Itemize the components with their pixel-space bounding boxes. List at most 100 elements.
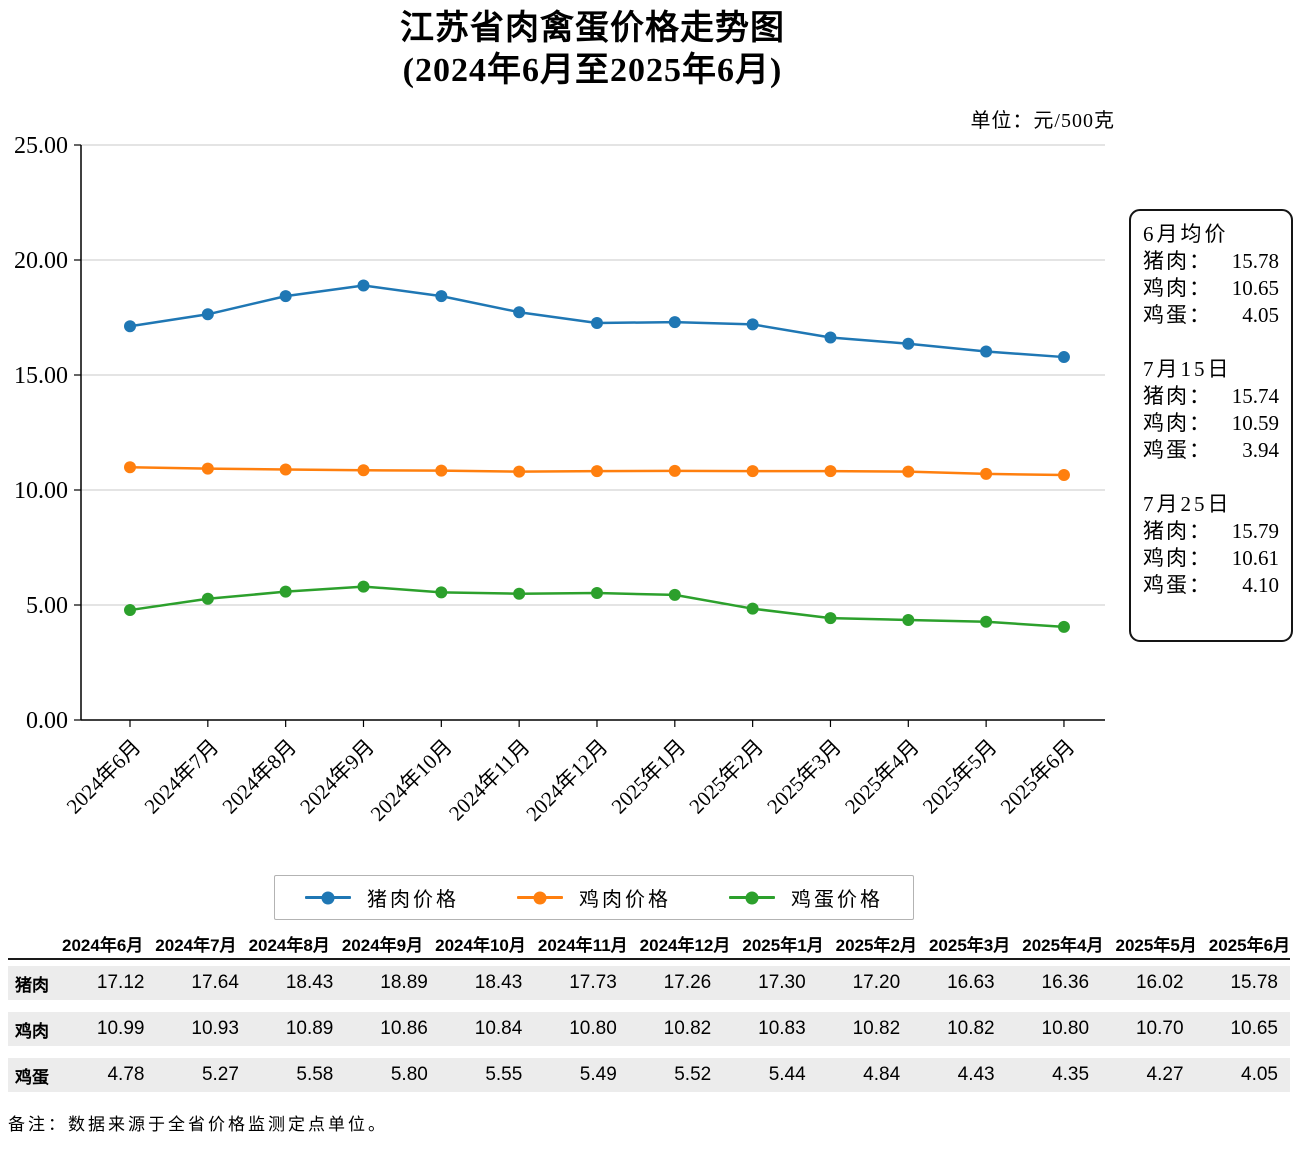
table-row: 鸡蛋 4.78 5.27 5.58 5.80 5.55 5.49 5.52 5.44 4.84 4.… [8,1058,1290,1092]
table-row-label: 猪肉 [15,975,49,995]
table-header-cell: 2025年2月 [835,935,917,955]
annotation-row-value: 10.59 [1231,411,1279,435]
annotation-row: 鸡肉： 10.59 [1143,410,1279,437]
chart-title: 江苏省肉禽蛋价格走势图 (2024年6月至2025年6月) [0,8,1185,92]
data-point-鸡肉价格 [357,464,370,477]
annotation-row-label: 鸡蛋： [1143,438,1212,462]
data-point-鸡肉价格 [124,461,136,474]
annotation-row-value: 15.74 [1231,384,1279,408]
annotation-row-label: 猪肉： [1143,249,1212,273]
table-cell: 10.82 [663,1018,712,1039]
annotation-heading: 6月均价 [1143,222,1229,246]
data-point-猪肉价格 [513,306,526,319]
data-point-猪肉价格 [824,331,837,344]
table-cell: 10.83 [758,1018,806,1039]
data-point-猪肉价格 [902,337,915,350]
table-row-label: 鸡蛋 [15,1067,49,1087]
table-cell: 18.43 [474,972,523,993]
annotation-row-label: 鸡肉： [1143,276,1212,300]
y-tick-label: 25.00 [14,133,68,159]
table-cell: 10.80 [569,1018,617,1039]
table-cell: 10.93 [191,1018,239,1039]
table-cell: 4.05 [1241,1064,1278,1085]
table-cell: 4.27 [1146,1064,1184,1085]
y-tick-label: 15.00 [14,363,68,389]
data-point-鸡肉价格 [824,465,837,478]
legend-marker-icon [305,891,351,904]
annotation-row: 鸡蛋： 4.10 [1143,572,1279,599]
x-tick-label: 2024年9月 [295,735,379,819]
data-point-鸡蛋价格 [668,588,681,601]
legend-dot-icon [745,891,759,904]
table-cell: 5.80 [390,1064,428,1085]
table-cell: 15.78 [1230,972,1278,993]
table-row: 猪肉 17.12 17.64 18.43 18.89 18.43 17.73 17.26 17.… [8,966,1290,1000]
annotation-row: 鸡蛋： 4.05 [1143,302,1279,329]
data-point-鸡肉价格 [513,465,526,478]
table-cell: 17.64 [191,972,239,993]
footnote: 备注：数据来源于全省价格监测定点单位。 [8,1115,388,1134]
table-header-cell: 2024年8月 [248,935,330,955]
table-cell: 5.49 [579,1064,617,1085]
annotation-row: 猪肉： 15.78 [1143,248,1279,275]
price-table: 2024年6月 2024年7月 2024年8月 2024年9月 2024年10月 2024… [8,928,1290,1092]
table-cell: 17.30 [758,972,806,993]
unit-label: 单位：元/500克 [970,110,1115,132]
annotation-group: 7月25日 猪肉： 15.79 鸡肉： 10.61 鸡蛋： 4.10 [1143,491,1279,599]
table-cell: 16.63 [947,972,995,993]
x-tick-label: 2025年1月 [607,735,691,819]
annotation-row-value: 10.65 [1231,276,1279,300]
legend-label: 鸡蛋价格 [791,889,883,911]
data-point-鸡蛋价格 [902,613,915,626]
table-cell: 5.55 [485,1064,523,1085]
y-tick-label: 5.00 [26,593,68,619]
annotation-row-label: 猪肉： [1143,519,1212,543]
data-point-鸡蛋价格 [746,602,759,615]
x-tick-label: 2025年3月 [762,735,846,819]
legend-label: 鸡肉价格 [579,889,671,911]
table-cell: 10.86 [380,1018,428,1039]
y-tick-label: 0.00 [26,708,68,734]
table-cell: 10.82 [852,1018,901,1039]
x-tick-label: 2024年10月 [366,735,457,826]
line-chart: 0.005.0010.0015.0020.0025.002024年6月2024年… [14,133,1105,826]
table-header-row: 2024年6月 2024年7月 2024年8月 2024年9月 2024年10月 2024… [8,928,1290,960]
data-point-鸡肉价格 [279,463,292,476]
table-header-cell: 2024年12月 [639,935,731,955]
table-header-cell: 2025年1月 [742,935,824,955]
table-header-cell: 2025年5月 [1115,935,1197,955]
legend-item: 猪肉价格 [305,883,459,912]
y-tick-label: 10.00 [14,478,68,504]
table-cell: 10.99 [96,1018,145,1039]
data-point-鸡蛋价格 [201,592,214,605]
table-row-label: 鸡肉 [15,1021,49,1041]
table-cell: 10.80 [1041,1018,1090,1039]
annotation-row-value: 4.05 [1242,303,1279,327]
annotation-row: 猪肉： 15.79 [1143,518,1279,545]
annotation-group: 6月均价 猪肉： 15.78 鸡肉： 10.65 鸡蛋： 4.05 [1143,221,1279,329]
data-point-鸡肉价格 [980,467,993,480]
legend-dot-icon [321,891,335,904]
table-header-cell: 2024年7月 [155,935,237,955]
table-cell: 10.82 [947,1018,995,1039]
legend-marker-icon [729,891,775,904]
table-row: 鸡肉 10.99 10.93 10.89 10.86 10.84 10.80 10.82 10.… [8,1012,1290,1046]
data-point-猪肉价格 [201,308,214,321]
annotation-row: 鸡肉： 10.65 [1143,275,1279,302]
x-tick-label: 2025年2月 [684,735,768,819]
table-cell: 5.44 [768,1064,806,1085]
annotation-row: 鸡蛋： 3.94 [1143,437,1279,464]
chart-title-line2: (2024年6月至2025年6月) [402,52,783,89]
data-point-鸡肉价格 [746,465,759,478]
data-point-鸡肉价格 [201,462,214,475]
legend-item: 鸡蛋价格 [729,883,883,912]
table-cell: 18.43 [285,972,334,993]
x-tick-label: 2024年7月 [140,735,224,819]
data-point-猪肉价格 [279,290,292,303]
table-header-cell: 2024年10月 [435,935,526,955]
data-point-鸡肉价格 [902,465,915,478]
legend-dot-icon [533,891,547,904]
data-point-鸡蛋价格 [980,615,993,628]
table-cell: 5.58 [296,1064,334,1085]
table-cell: 4.43 [957,1064,995,1085]
